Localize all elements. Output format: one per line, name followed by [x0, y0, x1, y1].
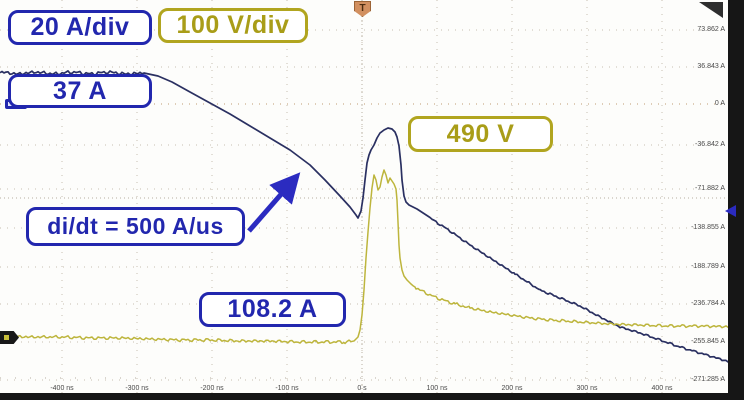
y-tick-label: 73.862 A [697, 26, 725, 33]
current-scale-label: 20 A/div [8, 10, 152, 45]
trigger-position-marker: T [354, 1, 371, 17]
didt-annotation-arrow [247, 172, 301, 233]
channel2-color-dot [4, 335, 9, 340]
y-tick-label: -255.845 A [691, 338, 725, 345]
y-tick-label: -271.285 A [691, 376, 725, 383]
x-tick-label: -300 ns [125, 385, 149, 392]
initial-current-label: 37 A [8, 74, 152, 108]
x-tick-label: -200 ns [200, 385, 224, 392]
channel2-reference-marker [0, 331, 19, 344]
x-tick-label: -100 ns [275, 385, 299, 392]
didt-label: di/dt = 500 A/us [26, 207, 245, 246]
x-tick-label: -400 ns [50, 385, 74, 392]
y-tick-label: -188.789 A [691, 263, 725, 270]
bottom-border-strip [0, 393, 744, 400]
x-tick-label: 100 ns [426, 385, 448, 392]
y-tick-label: 36.843 A [697, 63, 725, 70]
trigger-level-arrow-icon [725, 205, 736, 217]
reverse-recovery-current-label: 108.2 A [199, 292, 346, 327]
y-tick-label: 0 A [714, 100, 725, 107]
blue-arrow-icon [247, 172, 301, 233]
y-tick-label: -71.882 A [695, 185, 725, 192]
peak-voltage-label: 490 V [408, 116, 553, 152]
trace-current-ch1 [0, 70, 743, 367]
x-tick-label: 0 s [357, 385, 367, 392]
graticule-grid [0, 0, 728, 394]
y-tick-label: -138.855 A [691, 224, 725, 231]
y-tick-label: -36.842 A [695, 141, 725, 148]
trace-voltage-ch2 [0, 169, 743, 345]
x-tick-label: 200 ns [501, 385, 523, 392]
right-border-strip [728, 0, 744, 400]
y-tick-label: -236.784 A [691, 300, 725, 307]
x-tick-label: 400 ns [651, 385, 673, 392]
waveform-traces [0, 70, 743, 367]
voltage-scale-label: 100 V/div [158, 8, 308, 43]
top-right-corner-icon [699, 2, 723, 18]
x-tick-label: 300 ns [576, 385, 598, 392]
